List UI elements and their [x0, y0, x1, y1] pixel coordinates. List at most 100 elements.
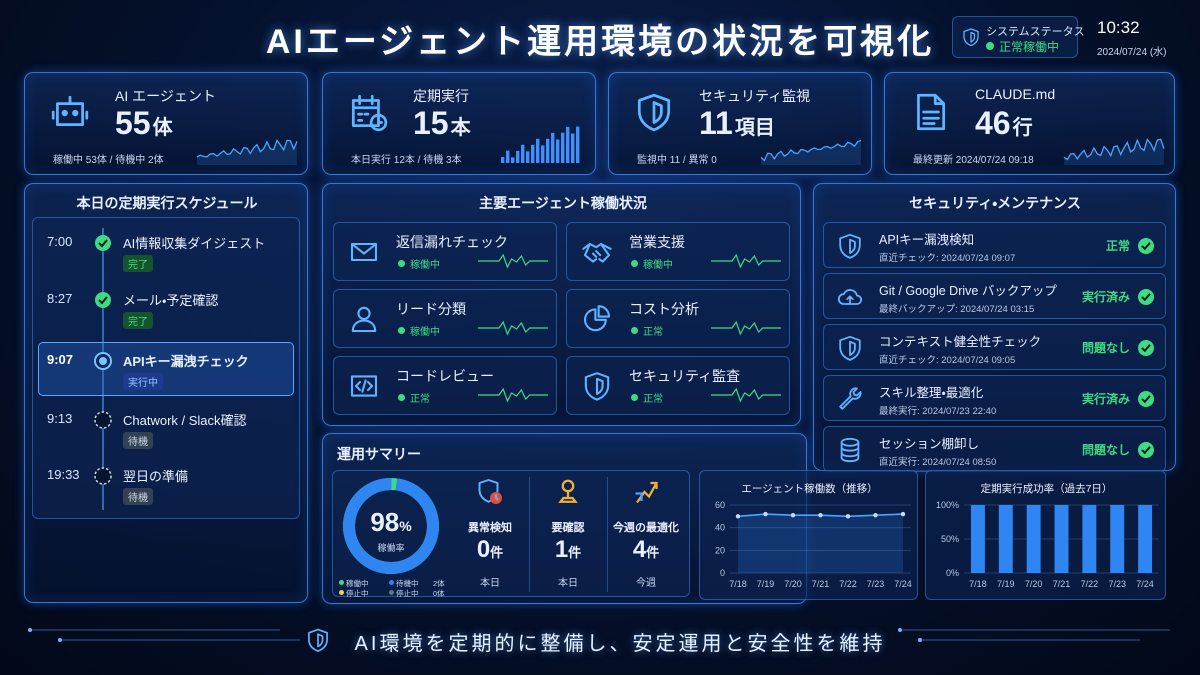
clock-date: 2024/07/24 (水): [1097, 47, 1167, 58]
sparkline-area: [197, 140, 297, 165]
line-point: [818, 513, 823, 518]
icon: [840, 437, 860, 463]
done-check: [98, 239, 108, 248]
pulse-line: [711, 253, 781, 269]
icon-shape: [839, 335, 861, 361]
icon-shape: [317, 633, 324, 648]
check-icon: [1138, 340, 1154, 356]
x-tick-label: 7/20: [1025, 579, 1043, 589]
check-mark: [1141, 446, 1151, 455]
stat-unit: 件: [568, 545, 582, 560]
schedule-badge: 完了: [123, 255, 153, 272]
wait-ring: [94, 411, 112, 429]
legend-dot: [339, 590, 344, 595]
agent-dot-fill: [631, 327, 638, 334]
check-mark: [1141, 293, 1151, 302]
x-tick-label: 7/18: [969, 579, 987, 589]
icon: [558, 479, 578, 503]
y-tick-label: 20: [715, 545, 725, 555]
icon-shape: [582, 242, 612, 263]
mini-bar: [516, 150, 520, 163]
security-detail: 直近チェック: 2024/07/24 09:05: [879, 355, 1016, 366]
icon-shape: [351, 319, 377, 333]
icon-eye: [72, 109, 79, 117]
mini-bar: [541, 145, 545, 163]
mini-bar: [526, 151, 530, 163]
bar: [1026, 505, 1041, 573]
stat-value: 0件: [477, 536, 503, 564]
schedule-time: 9:13: [47, 411, 73, 426]
check-icon: [1138, 289, 1154, 305]
icon-shape: [963, 28, 979, 47]
security-card: スキル整理・最適化 最終実行: 2024/07/23 22:40 実行済み: [823, 375, 1166, 421]
security-card: セッション棚卸し 直近実行: 2024/07/24 08:50 問題なし: [823, 426, 1166, 472]
icon-arrow-2: [635, 492, 643, 501]
check-mark: [1141, 395, 1151, 404]
security-status: 実行済み: [1081, 290, 1130, 304]
agent-card: 営業支援 稼働中: [566, 222, 790, 281]
pulse-line: [478, 320, 548, 336]
kpi-value: 11 項目: [699, 105, 775, 142]
legend-dot: [389, 580, 394, 585]
agent-status: 稼働中: [410, 260, 440, 271]
agent-dot: [398, 327, 405, 334]
agent-name: セキュリティ監査: [629, 368, 741, 384]
bar: [1110, 505, 1125, 573]
agent-dot: [398, 260, 405, 267]
schedule-status-icon: [94, 411, 112, 429]
line-area: [738, 514, 903, 573]
legend-dot-fill: [339, 590, 344, 595]
kpi-value: 55 体: [115, 105, 173, 142]
security-detail: 直近実行: 2024/07/24 08:50: [879, 457, 997, 468]
icon-shape: [583, 308, 607, 332]
x-tick-label: 7/20: [784, 579, 802, 589]
schedule-time: 7:00: [47, 234, 73, 249]
legend-label: 待機中: [396, 579, 419, 588]
kpi-value: 46 行: [975, 105, 1033, 142]
security-name: Git / Google Drive バックアップ: [879, 284, 1057, 298]
donut-arc: [343, 478, 439, 574]
check-mark: [1141, 242, 1151, 251]
status-dot: [986, 42, 994, 50]
done-circle: [95, 235, 111, 251]
icon: [583, 305, 611, 332]
line-point: [735, 514, 741, 519]
icon-pin-head: [561, 479, 575, 493]
security-panel: セキュリティ・メンテナンス APIキー漏洩検知 直近チェック: 2024/07/24…: [813, 183, 1176, 472]
line-point: [790, 513, 796, 518]
agent-card: リード分類 稼働中: [333, 289, 557, 348]
schedule-time: 19:33: [47, 467, 80, 482]
stat-period: 本日: [558, 578, 578, 589]
schedule-status-icon: [94, 352, 112, 370]
pulse-stroke: [478, 387, 548, 403]
kpi-value-unit: 体: [152, 117, 173, 139]
sparkline-line: [1063, 138, 1165, 161]
sparkline: [196, 139, 298, 165]
stat-number: 1: [554, 536, 569, 563]
icon: [350, 242, 378, 262]
bar: [998, 505, 1013, 573]
security-status: 問題なし: [1081, 341, 1130, 355]
icon: [582, 242, 612, 263]
mini-bar: [546, 138, 550, 163]
run-dot: [99, 357, 107, 365]
kpi-card: CLAUDE.md 46 行最終更新 2024/07/24 09:18: [884, 72, 1175, 175]
mini-bar: [511, 157, 515, 163]
x-tick-label: 7/18: [729, 579, 747, 589]
icon-shape: [849, 340, 856, 356]
pulse-stroke: [478, 253, 548, 269]
summary-title: 運用サマリー: [337, 446, 421, 462]
agent-dot-fill: [398, 327, 405, 334]
bar: [1054, 505, 1069, 573]
mini-bar: [501, 157, 505, 163]
check-icon: [1138, 391, 1154, 407]
sparkline-area: [1064, 139, 1164, 165]
schedule-badge: 実行中: [123, 373, 163, 390]
sparkline: [1063, 138, 1165, 165]
uptime-number: 98: [370, 507, 400, 537]
bar: [1138, 505, 1153, 573]
schedule-time: 9:07: [47, 352, 74, 367]
chart-title: 定期実行成功率（過去7日）: [980, 483, 1113, 495]
agent-status: 稼働中: [643, 260, 673, 271]
pulse-line: [478, 387, 548, 403]
